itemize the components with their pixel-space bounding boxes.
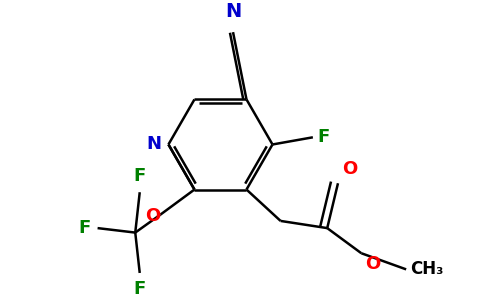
Text: CH₃: CH₃ (410, 260, 443, 278)
Text: F: F (318, 128, 330, 146)
Text: O: O (343, 160, 358, 178)
Text: F: F (134, 280, 146, 298)
Text: N: N (146, 136, 161, 154)
Text: O: O (146, 207, 161, 225)
Text: F: F (134, 167, 146, 185)
Text: F: F (78, 219, 91, 237)
Text: O: O (365, 255, 380, 273)
Text: N: N (225, 2, 241, 21)
